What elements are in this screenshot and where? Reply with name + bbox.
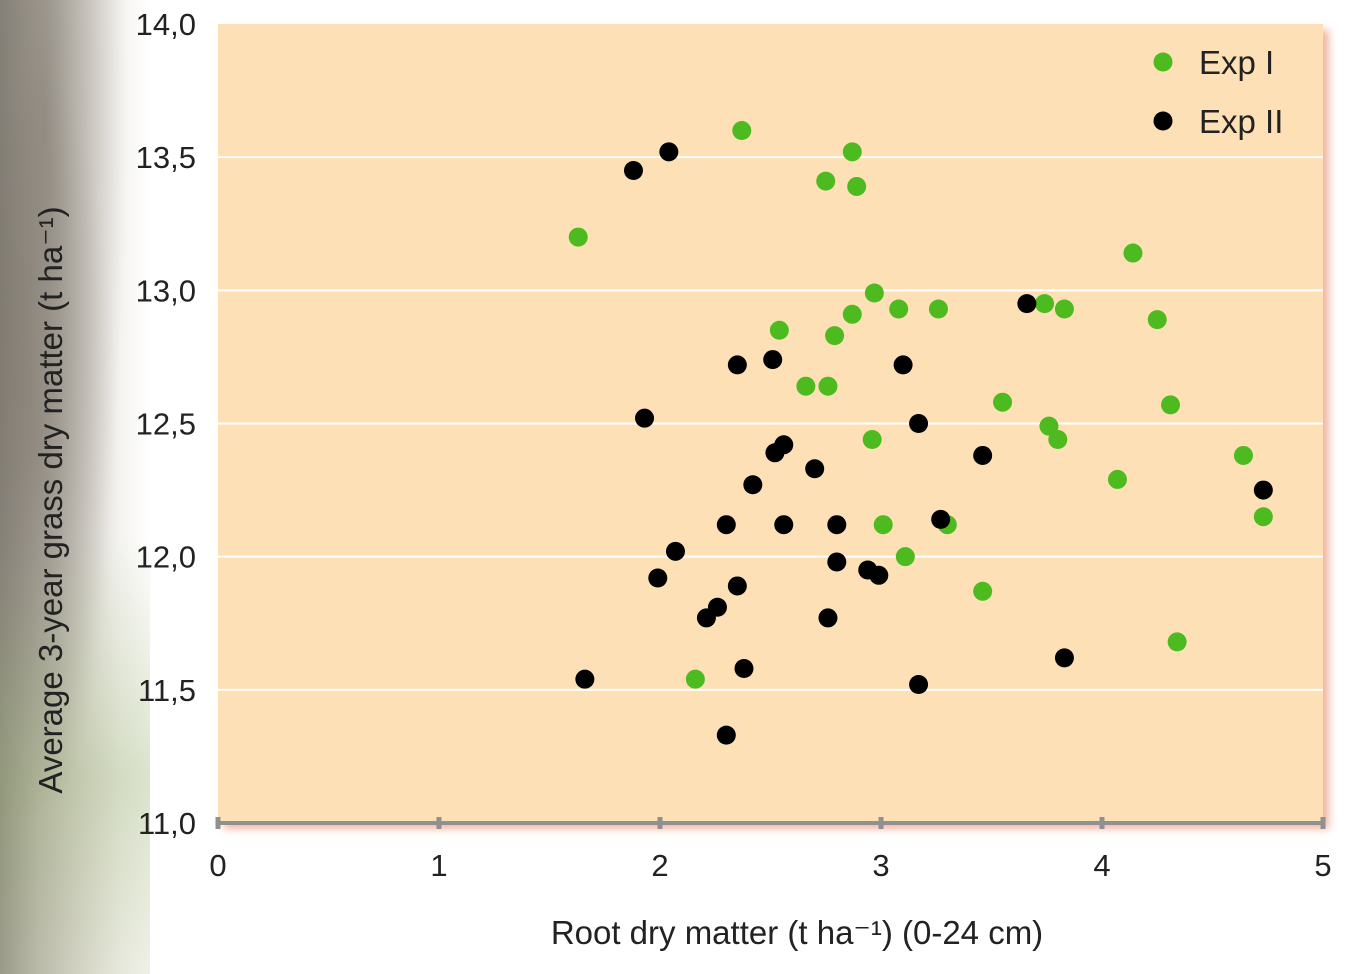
data-point-exp-i <box>928 299 948 319</box>
y-tick-label: 14,0 <box>136 7 196 42</box>
data-point-exp-ii <box>659 142 679 162</box>
data-point-exp-ii <box>973 445 993 465</box>
data-point-exp-i <box>1253 507 1273 527</box>
data-point-exp-i <box>1048 429 1068 449</box>
data-point-exp-i <box>1147 310 1167 330</box>
data-point-exp-i <box>842 304 862 324</box>
x-tick-label: 1 <box>430 848 447 883</box>
data-point-exp-ii <box>575 669 595 689</box>
data-point-exp-i <box>895 547 915 567</box>
data-point-exp-ii <box>909 414 929 433</box>
data-point-exp-ii <box>765 443 785 463</box>
data-point-exp-i <box>842 142 862 162</box>
x-axis: 0 1 2 3 4 5 <box>209 817 1332 883</box>
data-point-exp-ii <box>727 355 747 375</box>
data-point-exp-ii <box>774 515 794 535</box>
data-point-exp-ii <box>931 509 951 529</box>
data-point-exp-ii <box>1253 480 1273 500</box>
data-point-exp-ii <box>827 552 847 572</box>
y-axis-title: Average 3-year grass dry matter (t ha⁻¹) <box>32 206 69 793</box>
data-point-exp-ii <box>716 725 736 745</box>
y-tick-label: 12,5 <box>136 407 196 442</box>
data-point-exp-i <box>1054 299 1074 319</box>
data-point-exp-i <box>862 429 882 449</box>
legend-label: Exp II <box>1199 103 1283 140</box>
data-point-exp-ii <box>893 355 913 375</box>
legend-label: Exp I <box>1199 44 1274 81</box>
data-point-exp-i <box>1107 469 1127 489</box>
data-point-exp-i <box>818 376 838 396</box>
y-axis-labels: 11,0 11,5 12,0 12,5 13,0 13,5 14,0 <box>136 7 196 841</box>
data-point-exp-ii <box>665 541 685 561</box>
data-point-exp-i <box>889 299 909 319</box>
y-tick-label: 11,0 <box>138 806 196 841</box>
data-point-exp-i <box>973 581 993 601</box>
data-point-exp-ii <box>635 408 655 428</box>
data-point-exp-ii <box>623 160 643 180</box>
data-point-exp-ii <box>818 608 838 628</box>
data-point-exp-ii <box>1054 648 1074 668</box>
gridlines <box>218 156 1323 691</box>
legend-marker <box>1153 111 1173 131</box>
x-tick-label: 2 <box>651 848 668 883</box>
data-point-exp-ii <box>727 576 747 596</box>
background-photo-strip <box>0 0 150 974</box>
y-tick-label: 11,5 <box>138 673 196 708</box>
data-point-exp-i <box>1167 632 1187 652</box>
data-point-exp-ii <box>909 675 929 695</box>
x-axis-title: Root dry matter (t ha⁻¹) (0-24 cm) <box>551 914 1043 951</box>
data-point-exp-i <box>816 171 836 191</box>
data-point-exp-ii <box>763 350 783 370</box>
data-point-exp-i <box>1123 243 1143 263</box>
legend-marker <box>1153 52 1173 72</box>
data-point-exp-i <box>873 515 893 535</box>
data-point-exp-ii <box>743 475 763 495</box>
data-point-exp-ii <box>696 608 716 628</box>
x-tick-label: 4 <box>1093 848 1110 883</box>
x-tick-label: 0 <box>209 848 226 883</box>
y-tick-label: 12,0 <box>136 540 196 575</box>
data-point-exp-i <box>769 320 789 340</box>
data-point-exp-ii <box>716 515 736 535</box>
data-point-exp-i <box>825 326 845 346</box>
y-tick-label: 13,5 <box>136 140 196 175</box>
data-point-exp-i <box>685 669 705 689</box>
data-point-exp-ii <box>805 459 825 479</box>
x-tick-label: 5 <box>1314 848 1331 883</box>
data-point-exp-i <box>1233 445 1253 465</box>
data-point-exp-ii <box>1017 294 1037 314</box>
y-tick-label: 13,0 <box>136 273 196 308</box>
data-point-exp-i <box>847 176 867 196</box>
data-point-exp-ii <box>734 659 754 679</box>
data-point-exp-i <box>732 121 752 141</box>
data-point-exp-ii <box>869 565 889 585</box>
data-points <box>568 121 1273 745</box>
data-point-exp-ii <box>648 568 668 588</box>
data-point-exp-i <box>993 392 1013 412</box>
data-point-exp-i <box>796 376 816 396</box>
legend: Exp I Exp II <box>1153 44 1283 140</box>
x-tick-label: 3 <box>872 848 889 883</box>
data-point-exp-i <box>1161 395 1181 415</box>
data-point-exp-i <box>568 227 588 247</box>
data-point-exp-ii <box>827 515 847 535</box>
data-point-exp-i <box>864 283 884 303</box>
data-point-exp-i <box>1035 294 1055 314</box>
